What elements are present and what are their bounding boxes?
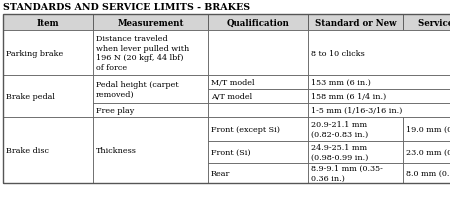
Bar (208, 31, 308, 76)
Bar (308, 89, 450, 103)
Bar (3, 76, 93, 117)
Text: 1-5 mm (1/16-3/16 in.): 1-5 mm (1/16-3/16 in.) (311, 106, 402, 115)
Bar (308, 117, 403, 141)
Text: M/T model: M/T model (211, 79, 255, 87)
Bar (3, 89, 93, 103)
Text: Rear: Rear (211, 169, 230, 177)
Bar (308, 89, 403, 103)
Bar (93, 103, 208, 117)
Bar (3, 117, 93, 141)
Bar (93, 15, 208, 31)
Bar (308, 31, 403, 76)
Bar (3, 141, 93, 163)
Bar (208, 31, 308, 76)
Text: STANDARDS AND SERVICE LIMITS - BRAKES: STANDARDS AND SERVICE LIMITS - BRAKES (3, 3, 250, 13)
Text: Standard or New: Standard or New (315, 18, 396, 27)
Bar (308, 141, 403, 163)
Bar (403, 163, 450, 183)
Bar (93, 117, 208, 141)
Bar (403, 89, 450, 103)
Bar (3, 15, 93, 31)
Text: Thickness: Thickness (96, 146, 137, 154)
Bar (308, 31, 450, 76)
Bar (93, 76, 208, 89)
Bar (308, 103, 450, 117)
Bar (308, 76, 403, 89)
Bar (403, 163, 450, 183)
Text: 8.9-9.1 mm (0.35-
0.36 in.): 8.9-9.1 mm (0.35- 0.36 in.) (311, 164, 383, 182)
Bar (93, 141, 208, 163)
Text: Parking brake: Parking brake (6, 49, 63, 57)
Bar (308, 163, 403, 183)
Bar (308, 103, 403, 117)
Text: 23.0 mm (0.91 in.): 23.0 mm (0.91 in.) (406, 148, 450, 156)
Bar (93, 89, 208, 103)
Bar (308, 15, 403, 31)
Text: Free play: Free play (96, 106, 134, 115)
Text: 20.9-21.1 mm
(0.82-0.83 in.): 20.9-21.1 mm (0.82-0.83 in.) (311, 121, 368, 138)
Bar (93, 103, 208, 117)
Text: Service Limit: Service Limit (418, 18, 450, 27)
Text: 8.0 mm (0.31 in.): 8.0 mm (0.31 in.) (406, 169, 450, 177)
Bar (208, 141, 308, 163)
Bar (93, 76, 208, 103)
Text: 19.0 mm (0.75 in.): 19.0 mm (0.75 in.) (406, 125, 450, 133)
Bar (308, 163, 403, 183)
Bar (403, 76, 450, 89)
Text: Pedal height (carpet
removed): Pedal height (carpet removed) (96, 81, 179, 98)
Text: 158 mm (6 1/4 in.): 158 mm (6 1/4 in.) (311, 93, 386, 101)
Bar (308, 117, 403, 141)
Bar (93, 31, 208, 76)
Text: Item: Item (37, 18, 59, 27)
Bar (3, 117, 93, 183)
Bar (208, 141, 308, 163)
Bar (3, 31, 93, 76)
Text: Distance traveled
when lever pulled with
196 N (20 kgf, 44 lbf)
of force: Distance traveled when lever pulled with… (96, 35, 189, 72)
Bar (308, 76, 450, 89)
Text: Front (except Si): Front (except Si) (211, 125, 280, 133)
Bar (208, 117, 308, 141)
Bar (308, 141, 403, 163)
Text: 8 to 10 clicks: 8 to 10 clicks (311, 49, 365, 57)
Bar (3, 15, 450, 183)
Bar (93, 31, 208, 76)
Bar (208, 76, 308, 89)
Bar (208, 163, 308, 183)
Bar (208, 163, 308, 183)
Bar (208, 103, 308, 117)
Bar (403, 141, 450, 163)
Bar (208, 15, 308, 31)
Text: Brake disc: Brake disc (6, 146, 49, 154)
Bar (208, 76, 308, 89)
Bar (403, 117, 450, 141)
Bar (208, 103, 308, 117)
Bar (3, 76, 93, 89)
Bar (403, 141, 450, 163)
Text: Qualification: Qualification (226, 18, 289, 27)
Text: Measurement: Measurement (117, 18, 184, 27)
Bar (403, 117, 450, 141)
Bar (208, 89, 308, 103)
Text: 153 mm (6 in.): 153 mm (6 in.) (311, 79, 371, 87)
Bar (403, 103, 450, 117)
Bar (403, 15, 450, 31)
Bar (3, 103, 93, 117)
Text: Brake pedal: Brake pedal (6, 93, 55, 101)
Bar (208, 117, 308, 141)
Bar (3, 163, 93, 183)
Bar (403, 31, 450, 76)
Bar (208, 89, 308, 103)
Bar (93, 163, 208, 183)
Text: Front (Si): Front (Si) (211, 148, 251, 156)
Bar (93, 117, 208, 183)
Text: 24.9-25.1 mm
(0.98-0.99 in.): 24.9-25.1 mm (0.98-0.99 in.) (311, 143, 369, 161)
Bar (3, 31, 93, 76)
Text: A/T model: A/T model (211, 93, 252, 101)
